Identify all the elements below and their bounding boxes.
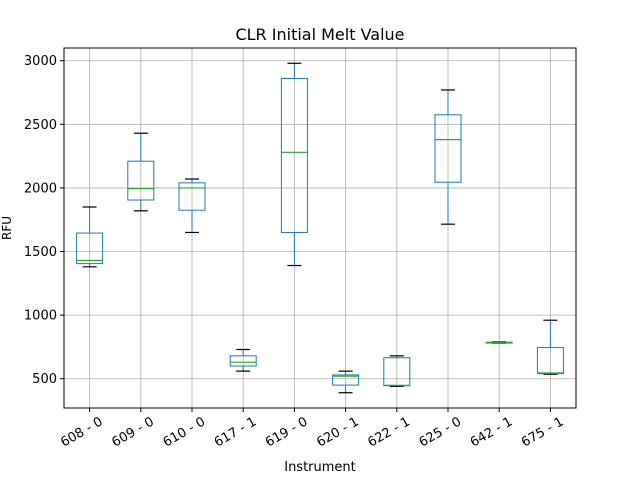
iqr-box [536, 347, 564, 375]
plot-area-frame [63, 47, 577, 409]
box-group [280, 62, 308, 267]
y-tick-label: 2500 [24, 118, 57, 133]
iqr-box [332, 374, 360, 386]
y-tick-label: 1500 [24, 245, 57, 260]
y-axis-label: RFU [0, 216, 14, 240]
box-group [485, 341, 513, 344]
box-group [127, 132, 155, 212]
box-group [332, 370, 360, 394]
iqr-box [280, 78, 308, 233]
grid-lines [64, 48, 576, 408]
x-axis-label: Instrument [284, 460, 356, 475]
box-group [178, 178, 206, 234]
iqr-box [229, 355, 257, 367]
box-group [76, 206, 104, 268]
y-tick-label: 3000 [24, 54, 57, 69]
y-tick-label: 1000 [24, 309, 57, 324]
y-tick-label: 500 [32, 372, 57, 387]
box-group [434, 89, 462, 225]
box-group [383, 355, 411, 387]
y-tick-label: 2000 [24, 181, 57, 196]
iqr-box [178, 182, 206, 211]
boxes [76, 62, 564, 394]
chart-title: CLR Initial Melt Value [235, 25, 404, 44]
box-group [536, 319, 564, 375]
iqr-box [127, 160, 155, 201]
box-group [229, 348, 257, 372]
iqr-box [76, 232, 104, 265]
iqr-box [434, 114, 462, 183]
